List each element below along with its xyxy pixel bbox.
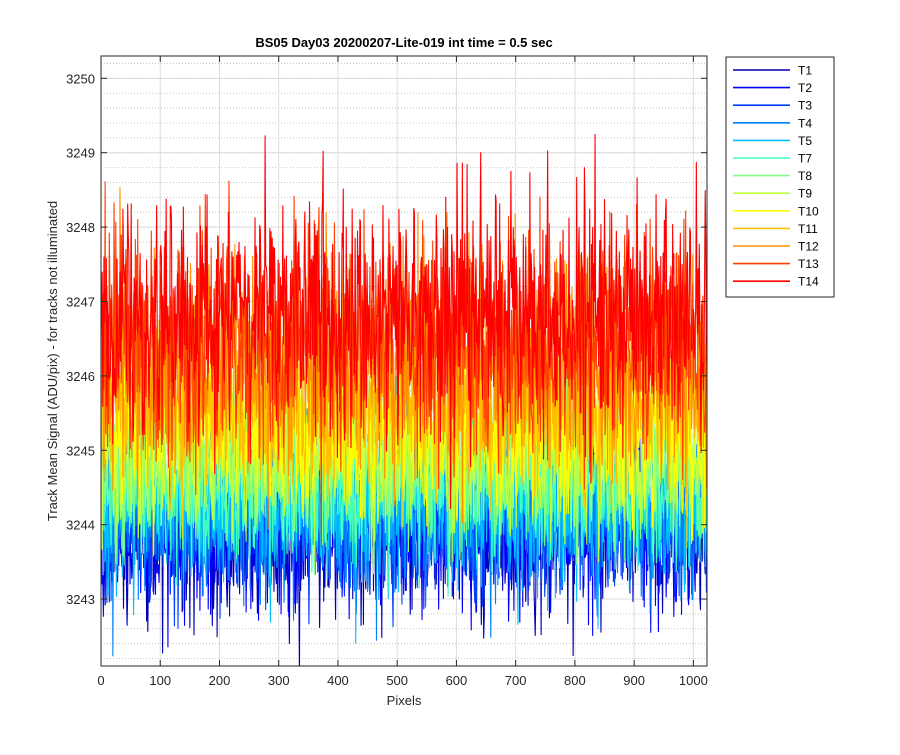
y-tick-label: 3246	[66, 369, 95, 384]
y-tick-label: 3249	[66, 146, 95, 161]
y-tick-label: 3244	[66, 518, 95, 533]
y-tick-label: 3250	[66, 71, 95, 86]
chart-title: BS05 Day03 20200207-Lite-019 int time = …	[255, 35, 552, 50]
plot-frame	[100, 55, 708, 667]
y-tick-label: 3248	[66, 220, 95, 235]
series-layer	[101, 133, 707, 666]
legend-label-t4: T4	[798, 116, 812, 130]
y-tick-label: 3247	[66, 294, 95, 309]
x-tick-label: 600	[446, 673, 468, 688]
y-axis-label: Track Mean Signal (ADU/pix) - for tracks…	[45, 201, 60, 521]
legend-box	[725, 56, 835, 298]
series-line-t14	[101, 133, 707, 510]
x-tick-label: 300	[268, 673, 290, 688]
legend-label-t9: T9	[798, 187, 812, 201]
tick-layer: 0 100 200 300 400 500 600 700 800 900 1000 3243 3244…	[66, 56, 708, 688]
legend-label-t8: T8	[798, 169, 812, 183]
legend-label-t14: T14	[798, 275, 819, 289]
x-tick-label: 800	[564, 673, 586, 688]
series-line-t4	[101, 389, 707, 657]
legend-label-t11: T11	[798, 222, 818, 236]
legend-label-t5: T5	[798, 134, 812, 148]
x-tick-label: 0	[97, 673, 104, 688]
legend-label-t2: T2	[798, 81, 812, 95]
legend: T1 T2 T3 T4 T5 T7 T8 T9 T10 T11 T12 T13 T14	[725, 56, 835, 298]
x-tick-label: 500	[386, 673, 408, 688]
x-tick-label: 200	[209, 673, 231, 688]
legend-label-t12: T12	[798, 240, 819, 254]
x-tick-label: 100	[149, 673, 171, 688]
x-tick-label: 700	[505, 673, 527, 688]
legend-label-t7: T7	[798, 152, 812, 166]
x-tick-label: 900	[623, 673, 645, 688]
x-axis-label: Pixels	[387, 693, 422, 708]
y-tick-label: 3243	[66, 592, 95, 607]
y-tick-label: 3245	[66, 443, 95, 458]
legend-label-t10: T10	[798, 204, 819, 218]
legend-label-t3: T3	[798, 99, 812, 113]
x-tick-label: 400	[327, 673, 349, 688]
legend-label-t13: T13	[798, 257, 819, 271]
x-tick-label: 1000	[679, 673, 708, 688]
legend-label-t1: T1	[798, 64, 812, 78]
